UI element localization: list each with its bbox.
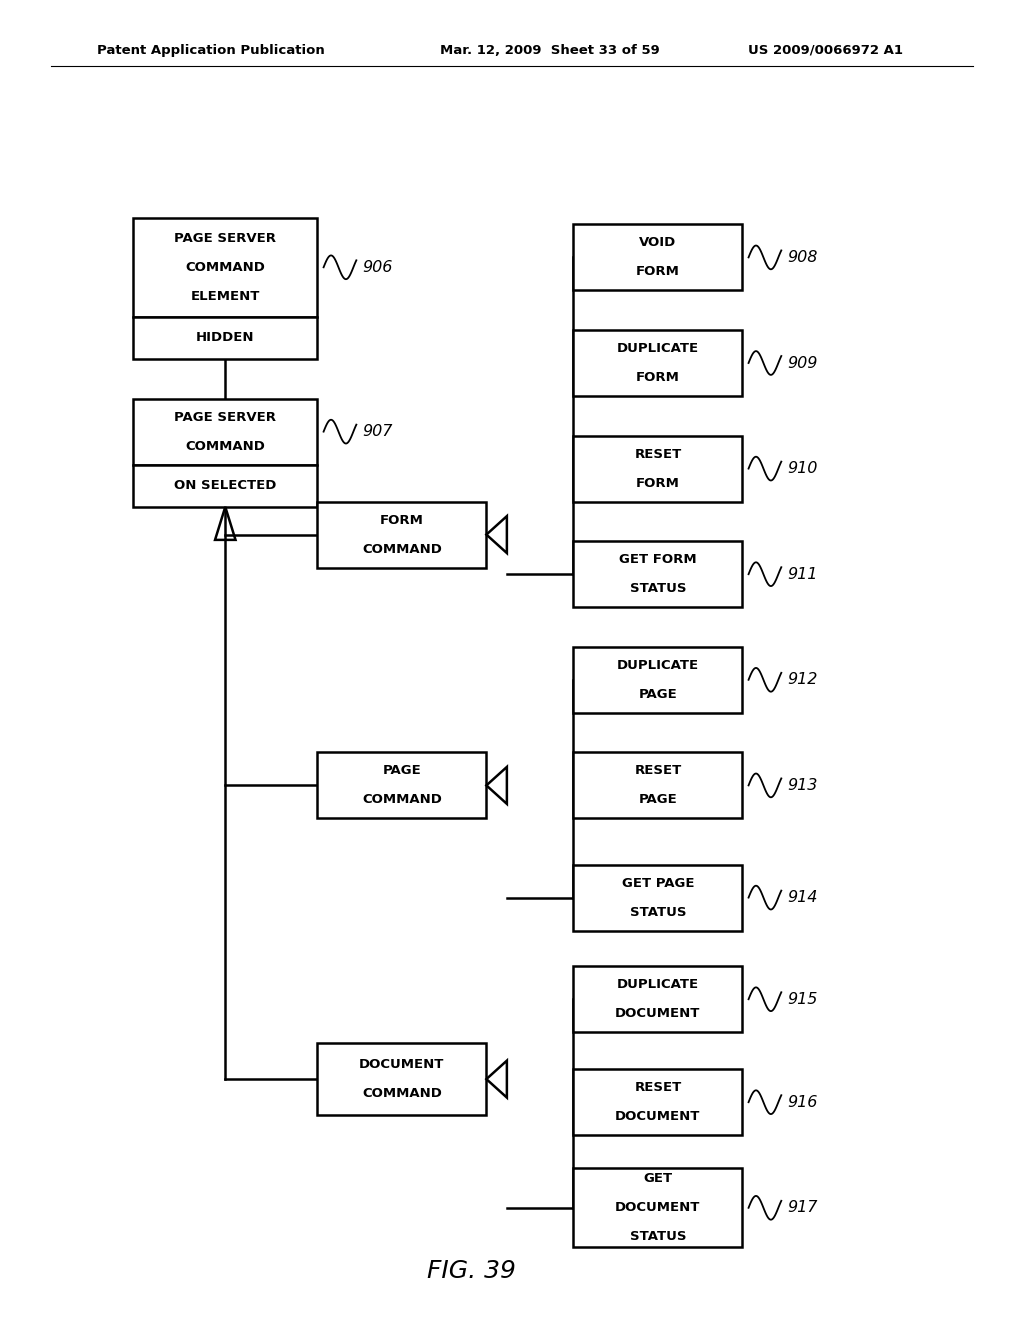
Text: RESET: RESET xyxy=(634,447,682,461)
Bar xyxy=(573,752,742,818)
Text: GET: GET xyxy=(643,1172,673,1185)
Text: 906: 906 xyxy=(362,260,393,275)
Text: DOCUMENT: DOCUMENT xyxy=(615,1110,700,1123)
Text: DOCUMENT: DOCUMENT xyxy=(615,1201,700,1214)
Text: STATUS: STATUS xyxy=(630,582,686,595)
Bar xyxy=(573,1069,742,1135)
Text: STATUS: STATUS xyxy=(630,906,686,919)
Text: Patent Application Publication: Patent Application Publication xyxy=(97,44,325,57)
Text: FIG. 39: FIG. 39 xyxy=(427,1259,515,1283)
Bar xyxy=(133,465,317,507)
Text: ELEMENT: ELEMENT xyxy=(190,290,260,302)
Text: 912: 912 xyxy=(787,672,818,688)
Text: RESET: RESET xyxy=(634,764,682,777)
Text: COMMAND: COMMAND xyxy=(361,793,442,807)
Text: RESET: RESET xyxy=(634,1081,682,1094)
Bar xyxy=(573,224,742,290)
Text: COMMAND: COMMAND xyxy=(361,543,442,556)
Bar xyxy=(317,502,486,568)
Text: PAGE: PAGE xyxy=(383,764,421,777)
Text: FORM: FORM xyxy=(636,265,680,279)
Text: COMMAND: COMMAND xyxy=(185,440,265,453)
Text: DOCUMENT: DOCUMENT xyxy=(615,1007,700,1020)
Text: 917: 917 xyxy=(787,1200,818,1216)
Text: DUPLICATE: DUPLICATE xyxy=(616,659,699,672)
Text: 916: 916 xyxy=(787,1094,818,1110)
Bar xyxy=(573,865,742,931)
Text: 909: 909 xyxy=(787,355,818,371)
Text: STATUS: STATUS xyxy=(630,1230,686,1243)
Text: 910: 910 xyxy=(787,461,818,477)
Text: PAGE: PAGE xyxy=(639,688,677,701)
Text: US 2009/0066972 A1: US 2009/0066972 A1 xyxy=(748,44,902,57)
Text: 908: 908 xyxy=(787,249,818,265)
Text: VOID: VOID xyxy=(639,236,677,249)
Text: FORM: FORM xyxy=(636,477,680,490)
Text: Mar. 12, 2009  Sheet 33 of 59: Mar. 12, 2009 Sheet 33 of 59 xyxy=(440,44,660,57)
Bar xyxy=(133,218,317,317)
Bar xyxy=(573,647,742,713)
Text: 913: 913 xyxy=(787,777,818,793)
Bar xyxy=(317,752,486,818)
Text: 914: 914 xyxy=(787,890,818,906)
Bar xyxy=(573,330,742,396)
Text: COMMAND: COMMAND xyxy=(185,261,265,273)
Text: GET PAGE: GET PAGE xyxy=(622,876,694,890)
Text: FORM: FORM xyxy=(636,371,680,384)
Text: 911: 911 xyxy=(787,566,818,582)
Bar xyxy=(573,541,742,607)
Text: GET FORM: GET FORM xyxy=(620,553,696,566)
Text: 915: 915 xyxy=(787,991,818,1007)
Bar xyxy=(317,1043,486,1115)
Text: FORM: FORM xyxy=(380,513,424,527)
Text: DOCUMENT: DOCUMENT xyxy=(359,1059,444,1071)
Text: DUPLICATE: DUPLICATE xyxy=(616,342,699,355)
Bar xyxy=(133,399,317,465)
Text: ON SELECTED: ON SELECTED xyxy=(174,479,276,492)
Bar xyxy=(573,1168,742,1247)
Text: PAGE: PAGE xyxy=(639,793,677,807)
Text: DUPLICATE: DUPLICATE xyxy=(616,978,699,991)
Bar xyxy=(573,436,742,502)
Text: HIDDEN: HIDDEN xyxy=(196,331,255,345)
Bar xyxy=(133,317,317,359)
Text: 907: 907 xyxy=(362,424,393,440)
Bar xyxy=(573,966,742,1032)
Text: PAGE SERVER: PAGE SERVER xyxy=(174,232,276,244)
Text: COMMAND: COMMAND xyxy=(361,1088,442,1100)
Text: PAGE SERVER: PAGE SERVER xyxy=(174,411,276,424)
